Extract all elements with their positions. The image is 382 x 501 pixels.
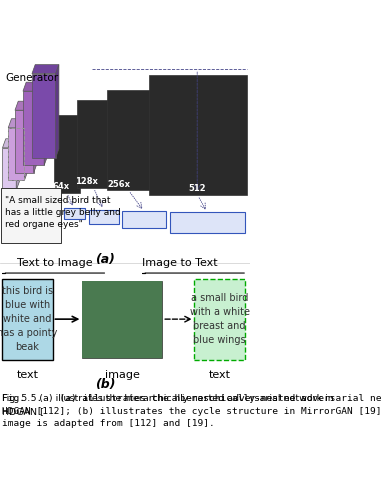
Text: Image to Text: Image to Text xyxy=(142,258,217,268)
Bar xyxy=(107,90,150,190)
Bar xyxy=(15,110,34,173)
Bar xyxy=(8,128,24,180)
Text: (a): (a) xyxy=(95,253,115,266)
Polygon shape xyxy=(56,65,59,158)
Polygon shape xyxy=(34,101,37,173)
Polygon shape xyxy=(23,82,47,91)
Bar xyxy=(149,75,247,195)
Polygon shape xyxy=(3,139,19,148)
FancyBboxPatch shape xyxy=(1,188,61,243)
Bar xyxy=(78,100,110,188)
Bar xyxy=(89,210,118,224)
Text: Fig. 5.   (a) illustrates the hierarchically-nested adversarial network in
HDGAN: Fig. 5. (a) illustrates the hierarchical… xyxy=(3,394,334,416)
Text: text: text xyxy=(16,370,39,380)
Polygon shape xyxy=(15,101,37,110)
Bar xyxy=(32,74,56,158)
Text: 256x: 256x xyxy=(107,180,130,189)
Text: 512: 512 xyxy=(188,184,206,193)
Bar xyxy=(8,128,24,180)
Text: Generator: Generator xyxy=(5,73,58,83)
Text: image: image xyxy=(105,370,140,380)
Text: Fig. 5.   (a) illustrates the hierarchically-nested adversarial network in
HDGAN: Fig. 5. (a) illustrates the hierarchical… xyxy=(3,394,382,428)
Text: a small bird
with a white
breast and
blue wings: a small bird with a white breast and blu… xyxy=(189,294,250,345)
Bar xyxy=(3,148,16,190)
Text: 64x: 64x xyxy=(53,182,70,191)
Text: "A small sized bird that
has a little grey belly and
red organe eyes": "A small sized bird that has a little gr… xyxy=(5,196,121,229)
Bar xyxy=(53,115,80,193)
Polygon shape xyxy=(16,139,19,190)
Bar xyxy=(83,281,162,358)
Text: 128x: 128x xyxy=(74,177,97,186)
Polygon shape xyxy=(32,65,59,74)
Text: this bird is
blue with
white and
has a pointy
beak: this bird is blue with white and has a p… xyxy=(0,287,58,352)
Polygon shape xyxy=(44,82,47,165)
Bar xyxy=(122,211,166,228)
Text: text: text xyxy=(209,370,231,380)
Bar xyxy=(83,281,162,358)
FancyBboxPatch shape xyxy=(2,279,53,360)
Text: Text to Image: Text to Image xyxy=(17,258,93,268)
Text: (b): (b) xyxy=(95,378,115,391)
Bar xyxy=(64,208,85,219)
Polygon shape xyxy=(24,119,28,180)
Bar xyxy=(23,91,44,165)
FancyBboxPatch shape xyxy=(194,279,245,360)
Polygon shape xyxy=(8,119,28,128)
Bar xyxy=(170,212,244,233)
